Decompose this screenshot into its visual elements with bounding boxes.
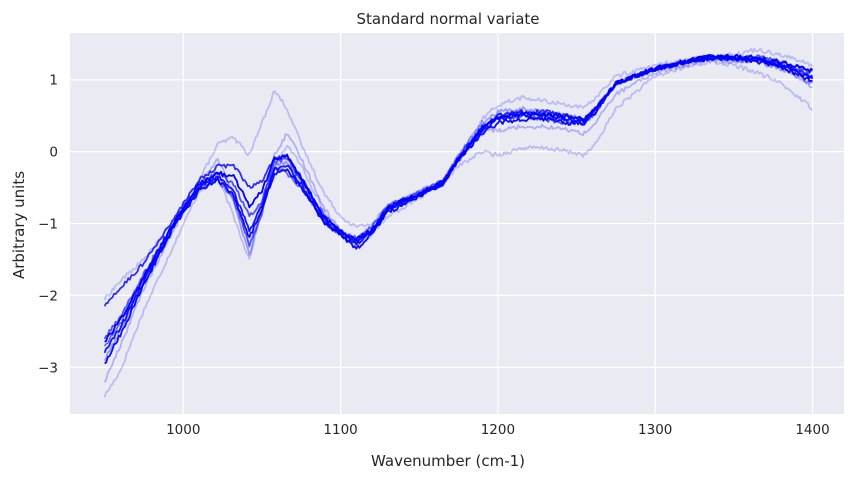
y-tick-label: −3 xyxy=(38,360,58,376)
y-tick-label: 1 xyxy=(49,73,58,89)
y-axis-label: Arbitrary units xyxy=(10,171,28,279)
y-tick-labels: 1 0 −1 −2 −3 xyxy=(38,73,58,377)
x-tick-label: 1000 xyxy=(166,422,200,438)
gridlines xyxy=(70,33,844,414)
x-tick-label: 1400 xyxy=(795,422,829,438)
spectrum-line xyxy=(104,53,814,343)
spectrum-line xyxy=(103,59,814,398)
x-tick-labels: 1000 1100 1200 1300 1400 xyxy=(166,422,830,438)
x-tick-label: 1200 xyxy=(481,422,515,438)
y-tick-label: −1 xyxy=(38,217,58,233)
x-axis-label: Wavenumber (cm-1) xyxy=(371,452,525,470)
chart-title: Standard normal variate xyxy=(356,10,539,28)
y-tick-label: −2 xyxy=(38,288,58,304)
x-tick-label: 1300 xyxy=(638,422,672,438)
x-tick-label: 1100 xyxy=(323,422,357,438)
y-tick-label: 0 xyxy=(49,145,58,161)
series-lines xyxy=(103,47,814,398)
